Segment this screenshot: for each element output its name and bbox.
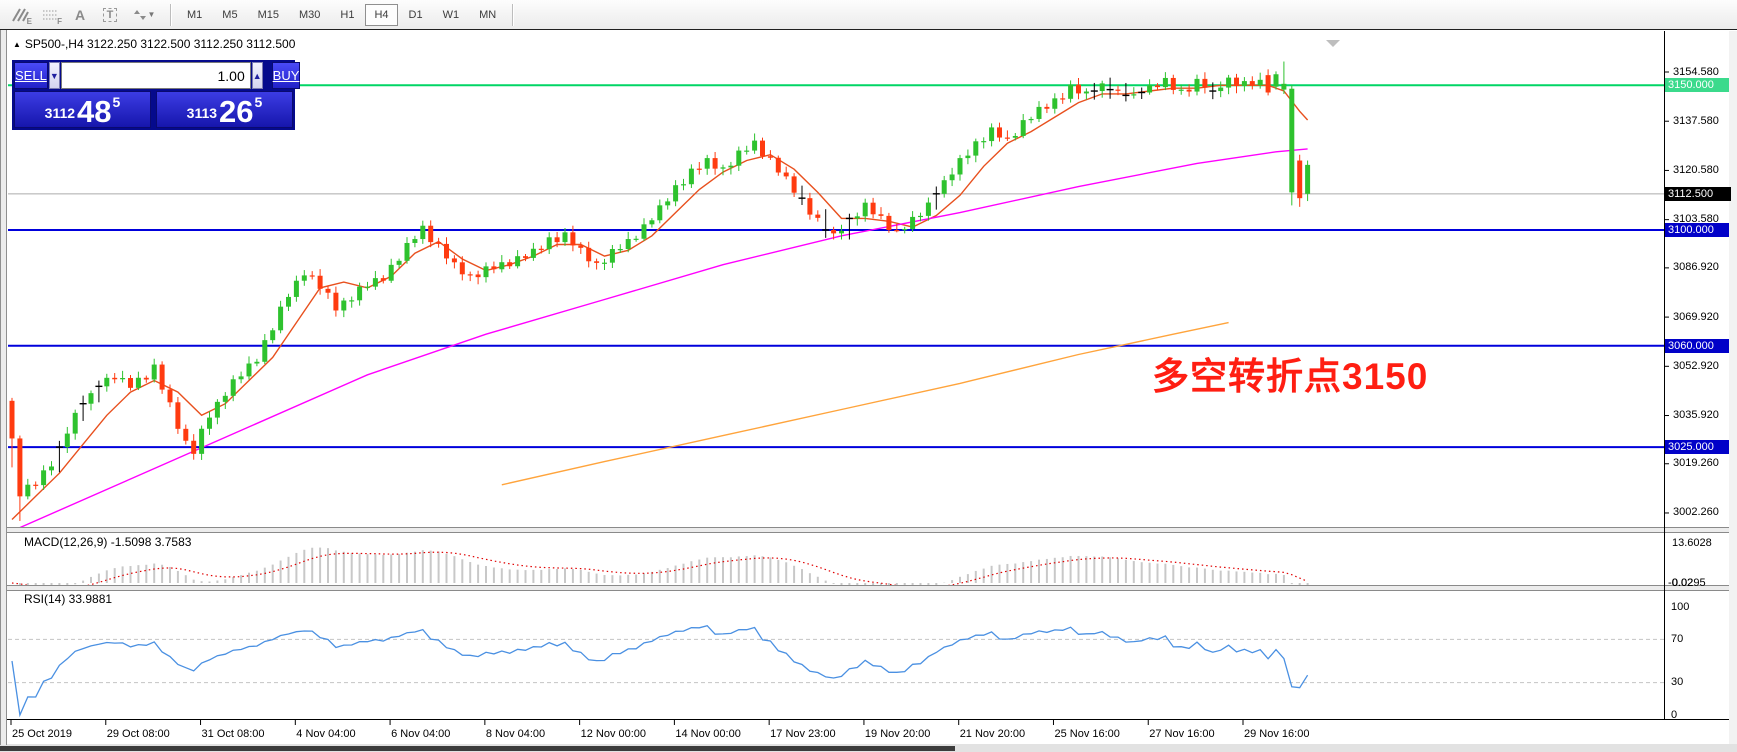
volume-increase-button[interactable]: ▲ [251, 62, 263, 89]
one-click-trading-panel: SELL ▼ ▲ BUY 3112 48 5 3113 26 5 [12, 60, 301, 130]
price-axis-label: 3103.580 [1673, 213, 1719, 226]
chart-shift-marker-icon[interactable] [1326, 40, 1340, 47]
chevron-down-icon: ▼ [49, 70, 59, 81]
label-icon[interactable]: A [66, 3, 94, 27]
h-scrollbar-thumb[interactable] [0, 746, 955, 751]
timeframe-buttons: M1 M5 M15 M30 H1 H4 D1 W1 MN [177, 3, 506, 26]
tab-timeframe-h4[interactable]: H4 [365, 3, 398, 26]
chart-annotation[interactable]: 多空转折点3150 [1152, 356, 1429, 397]
chevron-down-icon: ▼ [147, 10, 156, 19]
rsi-label: RSI(14) 33.9881 [24, 592, 113, 606]
time-axis-label: 29 Oct 08:00 [106, 728, 170, 740]
rsi-pane [8, 624, 1664, 718]
tab-timeframe-m5[interactable]: M5 [222, 8, 238, 21]
buy-price-prefix: 3113 [186, 105, 218, 121]
macd-axis-zero: 0.0295 [1672, 577, 1706, 589]
toolbar-separator [170, 3, 171, 26]
hline-price-label-support-3060: 3060.000 [1665, 338, 1729, 353]
grid-icon[interactable]: F [36, 3, 64, 27]
tab-timeframe-m30[interactable]: M30 [298, 8, 321, 21]
price-axis-label: 3120.580 [1673, 163, 1719, 176]
label-letter: A [74, 6, 86, 23]
mid-ma-line [19, 148, 1308, 527]
toolbar: E F A T ▼ M1 M5 M15 M30 H1 H4 D1 W1 MN [0, 0, 1737, 30]
toolbar-separator [512, 3, 514, 26]
buy-price-big: 26 [219, 93, 254, 129]
macd-axis-max: 13.6028 [1672, 537, 1712, 549]
price-axis-label: 3002.260 [1673, 506, 1719, 519]
rsi-axis-label: 70 [1671, 632, 1684, 645]
sell-price-display[interactable]: 3112 48 5 [14, 91, 151, 128]
sell-price-prefix: 3112 [44, 105, 76, 121]
time-axis-label: 17 Nov 23:00 [770, 728, 836, 740]
time-axis-label: 21 Nov 20:00 [959, 728, 1026, 740]
sell-price-sup: 5 [112, 94, 121, 110]
icon-sub-letter: E [26, 16, 32, 26]
main-price-pane [8, 61, 1664, 527]
price-axis-label: 3154.580 [1673, 65, 1719, 78]
candlesticks [9, 61, 1311, 521]
time-axis-label: 27 Nov 16:00 [1149, 728, 1215, 740]
buy-price-sup: 5 [254, 94, 263, 110]
buy-price-display[interactable]: 3113 26 5 [156, 91, 293, 128]
tab-timeframe-mn[interactable]: MN [479, 8, 497, 21]
arrange-sort-icon[interactable]: ▼ [126, 3, 162, 27]
time-axis-label: 31 Oct 08:00 [201, 728, 265, 740]
macd-pane [11, 547, 1309, 585]
window-left-border [0, 30, 7, 745]
symbol-ohlc-text: SP500-,H4 3122.250 3122.500 3112.250 311… [24, 37, 296, 51]
rsi-axis-label: 30 [1671, 676, 1684, 689]
icon-sub-letter: F [57, 16, 62, 26]
hline-price-label-support-3025: 3025.000 [1665, 440, 1729, 455]
price-axis-label: 3035.920 [1673, 409, 1719, 422]
time-axis-label: 12 Nov 00:00 [580, 728, 647, 740]
collapse-triangle-icon[interactable]: ▲ [13, 40, 21, 49]
current-price-label: 3112.500 [1665, 186, 1731, 201]
hline-price-label-resistance-3150: 3150.000 [1665, 78, 1729, 93]
macd-label: MACD(12,26,9) -1.5098 3.7583 [24, 535, 192, 549]
volume-input[interactable] [60, 62, 251, 89]
symbol-header: ▲ SP500-,H4 3122.250 3122.500 3112.250 31… [13, 37, 295, 51]
chevron-up-icon: ▲ [252, 70, 262, 81]
textbox-icon[interactable]: T [96, 3, 124, 27]
chart-styles-icon[interactable]: E [6, 3, 34, 27]
time-axis-label: 4 Nov 04:00 [296, 728, 356, 740]
tab-timeframe-h1[interactable]: H1 [340, 8, 355, 21]
rsi-axis-label: 0 [1671, 708, 1678, 721]
time-axis-label: 14 Nov 00:00 [675, 728, 741, 740]
price-axis-label: 3069.920 [1673, 310, 1719, 323]
rsi-line [11, 624, 1309, 718]
price-axis-label: 3019.260 [1673, 457, 1719, 470]
time-axis-label: 25 Oct 2019 [12, 728, 72, 740]
textbox-letter: T [102, 7, 118, 22]
price-axis-label: 3052.920 [1673, 359, 1719, 372]
time-axis-label: 29 Nov 16:00 [1244, 728, 1310, 740]
fast-ma-line [11, 84, 1309, 521]
buy-button[interactable]: BUY [271, 62, 301, 89]
hline-price-label-support-3100: 3100.000 [1665, 223, 1729, 237]
macd-axis-overlapped-labels: 0.0295 -0.02 [1668, 577, 1734, 590]
time-axis-label: 8 Nov 04:00 [485, 728, 546, 740]
volume-dropdown-button[interactable]: ▼ [48, 62, 60, 89]
rsi-axis-label: 100 [1671, 600, 1690, 613]
slow-ma-line [501, 321, 1229, 486]
tab-timeframe-m15[interactable]: M15 [257, 8, 279, 21]
time-axis-label: 6 Nov 04:00 [391, 728, 451, 740]
time-axis-label: 25 Nov 16:00 [1054, 728, 1120, 740]
price-axis-label: 3086.920 [1673, 261, 1719, 274]
time-axis-label: 19 Nov 20:00 [864, 728, 931, 740]
macd-axis-min: -0.02 [1668, 577, 1694, 589]
tab-timeframe-w1[interactable]: W1 [442, 8, 460, 21]
sell-button[interactable]: SELL [14, 62, 48, 89]
sell-price-big: 48 [77, 93, 112, 129]
tab-timeframe-m1[interactable]: M1 [187, 8, 203, 21]
price-axis-label: 3137.580 [1673, 114, 1719, 127]
tab-timeframe-d1[interactable]: D1 [408, 8, 423, 21]
